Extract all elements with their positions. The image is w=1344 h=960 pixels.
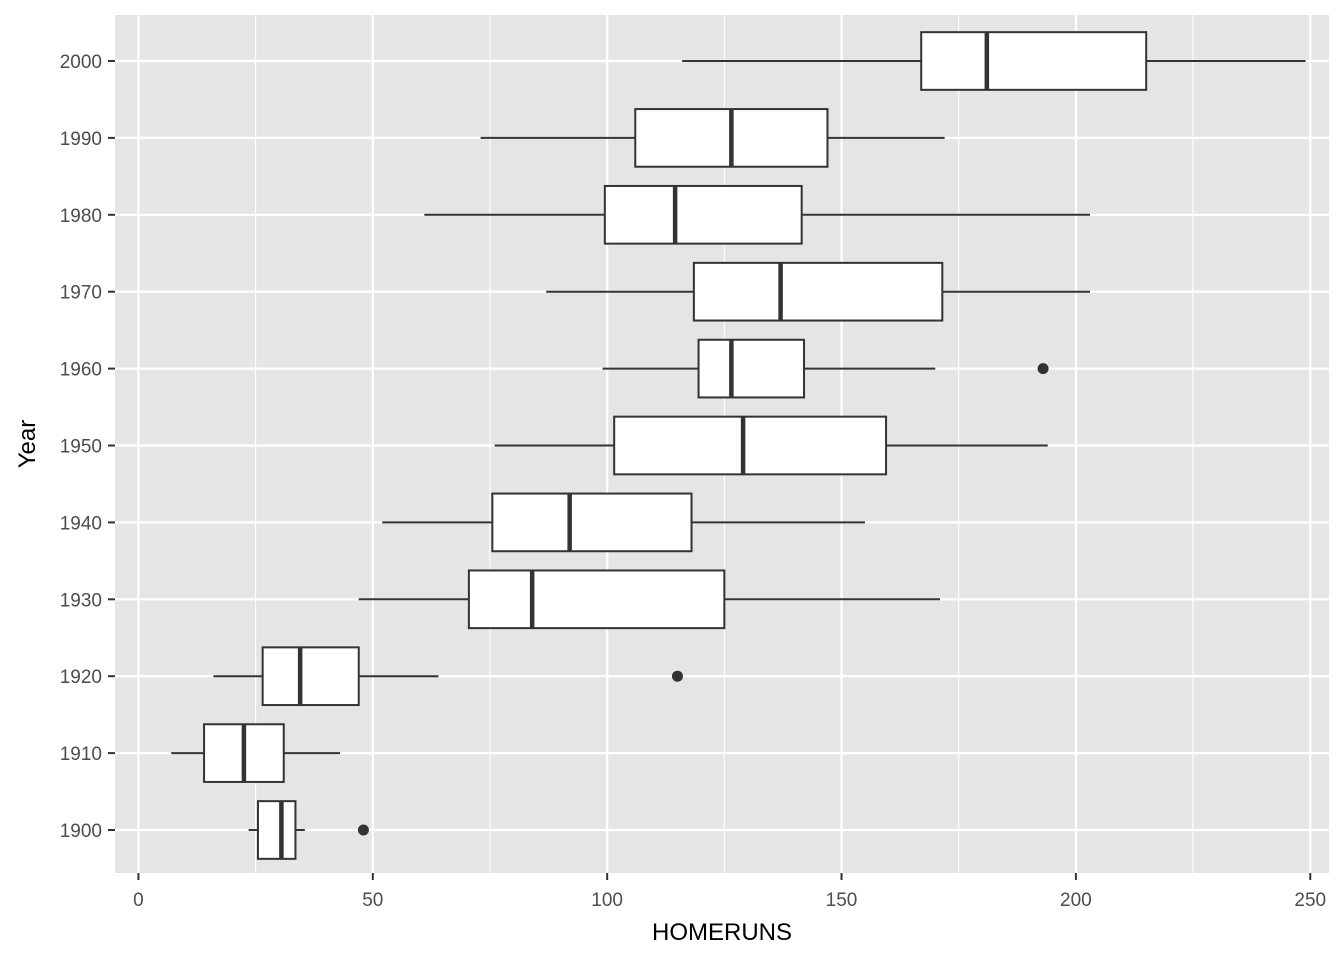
x-tick-label: 100 [591, 890, 623, 911]
y-tick-label: 2000 [60, 52, 102, 73]
box-1940 [382, 492, 865, 553]
box-1900 [248, 800, 369, 860]
x-tick-label: 200 [1060, 890, 1092, 911]
x-tick-label: 0 [133, 890, 144, 911]
y-tick-label: 1980 [60, 206, 102, 227]
y-axis-title: Year [14, 420, 41, 469]
box-2000 [682, 31, 1306, 91]
box-iqr [920, 31, 1148, 91]
box-iqr [603, 184, 803, 245]
y-tick-label: 1990 [60, 129, 102, 150]
box-iqr [613, 415, 888, 476]
outlier-point [357, 824, 369, 836]
y-tick-label: 1900 [60, 821, 102, 842]
box-1990 [480, 108, 945, 168]
y-tick-label: 1960 [60, 360, 102, 381]
box-iqr [467, 569, 726, 630]
y-tick-label: 1970 [60, 283, 102, 304]
box-1910 [171, 723, 340, 783]
y-tick-label: 1910 [60, 744, 102, 765]
box-iqr [692, 261, 944, 322]
y-tick-label: 1940 [60, 513, 102, 534]
box-iqr [491, 492, 693, 553]
boxes-layer [171, 31, 1306, 860]
x-tick-label: 150 [826, 890, 858, 911]
y-tick-label: 1930 [60, 590, 102, 611]
box-1960 [602, 338, 1049, 399]
box-1930 [358, 569, 940, 630]
x-axis: 0 50 100 150 200 250 [133, 873, 1326, 911]
box-1980 [424, 184, 1090, 245]
box-1920 [213, 646, 683, 707]
box-iqr [697, 338, 806, 399]
outlier-point [1037, 363, 1049, 375]
x-tick-label: 250 [1294, 890, 1326, 911]
y-tick-label: 1920 [60, 667, 102, 688]
x-axis-title: HOMERUNS [652, 919, 792, 946]
box-1970 [546, 261, 1090, 322]
outlier-point [671, 670, 683, 682]
y-tick-label: 1950 [60, 437, 102, 458]
x-tick-label: 50 [362, 890, 383, 911]
box-1950 [494, 415, 1048, 476]
box-iqr [261, 646, 360, 707]
box-iqr [256, 800, 297, 860]
y-axis: 1900 1910 1920 1930 1940 1950 1960 1970 1980 1990… [60, 52, 115, 842]
